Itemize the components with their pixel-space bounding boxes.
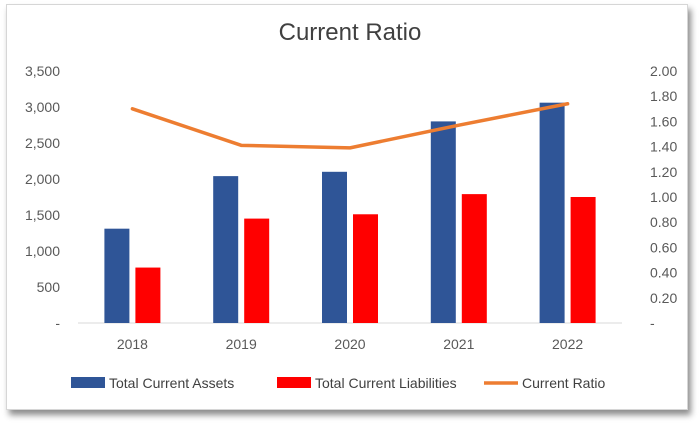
- bar-total-current-assets: [430, 121, 456, 324]
- line-group: [130, 102, 570, 150]
- current-ratio-line: [130, 102, 570, 150]
- left-tick-label: -: [55, 315, 60, 331]
- legend-swatch: [277, 377, 311, 388]
- left-tick-label: 2,000: [25, 171, 60, 187]
- bar-total-current-assets: [539, 102, 565, 324]
- x-tick-label: 2019: [226, 336, 257, 352]
- x-tick-label: 2020: [334, 336, 365, 352]
- x-tick-label: 2021: [443, 336, 474, 352]
- left-tick-label: 1,000: [25, 243, 60, 259]
- bar-total-current-assets: [104, 228, 130, 323]
- right-tick-label: 1.40: [650, 139, 677, 155]
- x-axis-ticks: 2018 2019 2020 2021 2022: [117, 336, 584, 352]
- bar-total-current-liabilities: [353, 214, 378, 323]
- right-tick-label: 1.00: [650, 189, 677, 205]
- bar-total-current-liabilities: [461, 194, 487, 323]
- x-tick-label: 2018: [117, 336, 148, 352]
- left-tick-label: 3,500: [25, 63, 60, 79]
- legend: Total Current Assets Total Current Liabil…: [71, 375, 605, 391]
- right-tick-label: 0.60: [650, 239, 677, 255]
- legend-label: Current Ratio: [522, 375, 605, 391]
- legend-label: Total Current Liabilities: [315, 375, 457, 391]
- bar-total-current-assets: [322, 171, 347, 323]
- bar-total-current-liabilities: [135, 267, 161, 323]
- right-tick-label: 1.60: [650, 113, 677, 129]
- right-tick-label: 0.20: [650, 290, 677, 306]
- left-tick-label: 500: [37, 279, 61, 295]
- bar-total-current-liabilities: [244, 218, 270, 323]
- legend-swatch: [71, 377, 105, 388]
- legend-label: Total Current Assets: [109, 375, 234, 391]
- bars-group: [104, 102, 596, 324]
- left-tick-label: 3,000: [25, 99, 60, 115]
- right-tick-label: 1.20: [650, 164, 677, 180]
- right-tick-label: 2.00: [650, 63, 677, 79]
- left-tick-label: 1,500: [25, 207, 60, 223]
- right-tick-label: 0.80: [650, 214, 677, 230]
- chart-title: Current Ratio: [279, 19, 422, 46]
- left-tick-label: 2,500: [25, 135, 60, 151]
- x-tick-label: 2022: [552, 336, 583, 352]
- bar-total-current-liabilities: [570, 197, 596, 323]
- right-tick-label: -: [650, 315, 655, 331]
- left-axis-ticks: - 500 1,000 1,500 2,000 2,500 3,000 3,500: [25, 63, 60, 331]
- right-axis-ticks: - 0.20 0.40 0.60 0.80 1.00 1.20 1.40 1.60 1.80 2.0…: [650, 63, 677, 331]
- right-tick-label: 0.40: [650, 265, 677, 281]
- bar-total-current-assets: [213, 176, 239, 323]
- right-tick-label: 1.80: [650, 88, 677, 104]
